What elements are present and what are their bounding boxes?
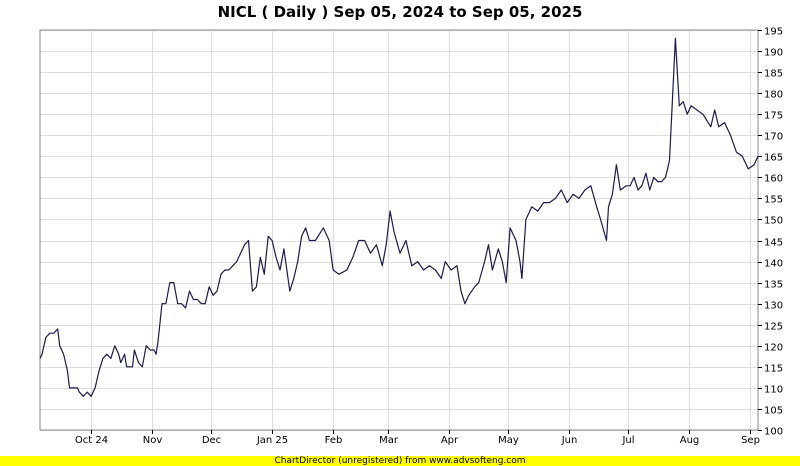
y-tick-label: 180	[764, 90, 783, 101]
y-tick-label: 185	[764, 69, 783, 80]
y-tick-label: 145	[764, 238, 783, 249]
x-tick-label: Dec	[202, 435, 221, 446]
x-tick-label: Oct 24	[75, 435, 108, 446]
y-tick-label: 160	[764, 174, 783, 185]
y-tick-label: 115	[764, 364, 783, 375]
x-tick-label: Jan 25	[256, 435, 288, 446]
x-tick-label: Feb	[325, 435, 343, 446]
y-tick-label: 110	[764, 385, 783, 396]
plot-area-border	[39, 29, 759, 431]
y-tick-label: 135	[764, 280, 783, 291]
y-tick-label: 100	[764, 427, 783, 438]
x-tick-label: Aug	[680, 435, 700, 446]
y-tick-label: 155	[764, 195, 783, 206]
y-tick-label: 130	[764, 301, 783, 312]
x-tick-label: Apr	[441, 435, 459, 446]
x-tick-label: May	[498, 435, 519, 446]
chart-title: NICL ( Daily ) Sep 05, 2024 to Sep 05, 2…	[217, 3, 583, 21]
y-tick-label: 195	[764, 27, 783, 38]
y-axis: 100 105 110 115 120 125 130 135 140 145 150 155 160 1…	[758, 27, 783, 438]
x-tick-label: Jun	[561, 435, 578, 446]
y-tick-label: 120	[764, 343, 783, 354]
x-axis: Oct 24 Nov Dec Jan 25 Feb Mar Apr May Jun Jul Aug S…	[75, 430, 760, 446]
x-tick-label: Nov	[143, 435, 163, 446]
x-tick-label: Sep	[741, 435, 760, 446]
line-chart: 100 105 110 115 120 125 130 135 140 145 150 155 160 1…	[39, 27, 783, 446]
y-tick-label: 190	[764, 48, 783, 59]
y-tick-label: 175	[764, 111, 783, 122]
plot-area-background	[40, 30, 758, 430]
y-tick-label: 165	[764, 153, 783, 164]
y-tick-label: 150	[764, 216, 783, 227]
y-tick-label: 170	[764, 132, 783, 143]
y-tick-label: 105	[764, 406, 783, 417]
x-tick-label: Jul	[621, 435, 634, 446]
price-line	[39, 37, 759, 397]
y-tick-label: 125	[764, 322, 783, 333]
grid	[40, 30, 758, 431]
x-tick-label: Mar	[379, 435, 399, 446]
footer-watermark: ChartDirector (unregistered) from www.ad…	[0, 456, 800, 466]
series	[39, 37, 759, 397]
y-tick-label: 140	[764, 259, 783, 270]
